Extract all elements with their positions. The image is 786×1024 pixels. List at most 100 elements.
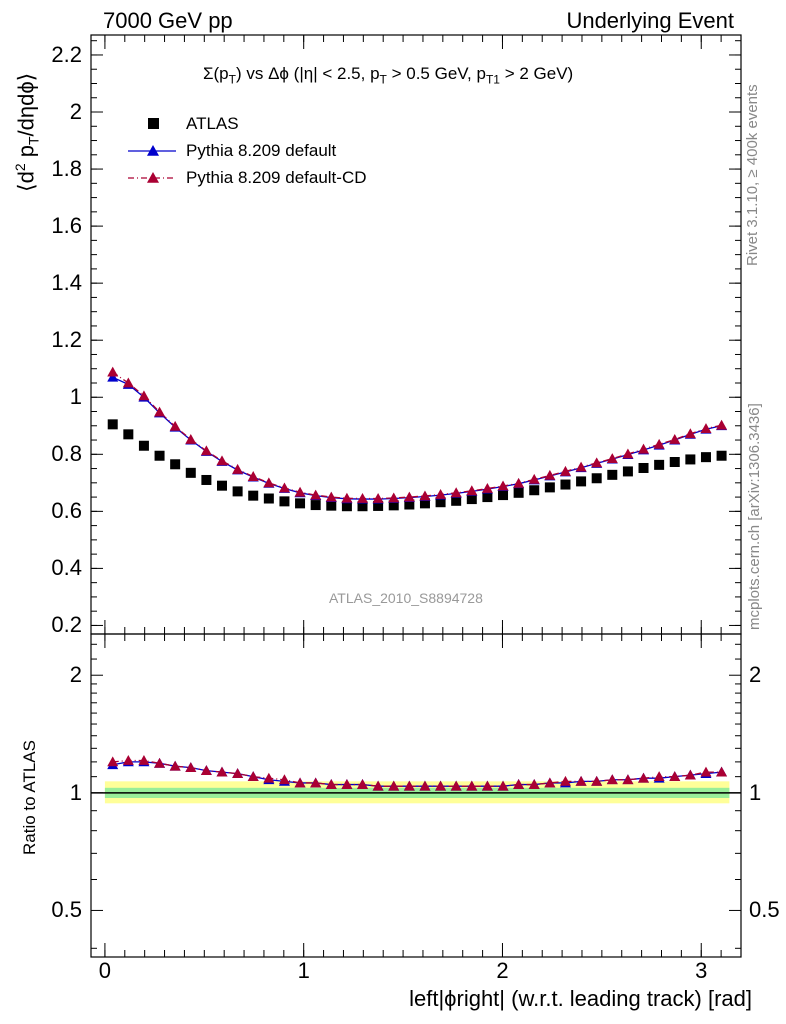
ratio-cd-point: [107, 756, 119, 767]
pythia-cd-point: [169, 420, 181, 431]
ratio-cd-point: [466, 780, 478, 791]
ratio-cd-point: [310, 777, 322, 788]
legend-cd-marker: [147, 172, 159, 183]
ratio-cd-point: [232, 768, 244, 778]
ratio-cd-point: [403, 780, 415, 791]
atlas-point: [607, 469, 618, 480]
legend-pythia-default-label: Pythia 8.209 default: [186, 141, 337, 160]
y-tick-label: 0.4: [51, 555, 82, 581]
pythia-cd-point: [544, 469, 556, 480]
atlas-point: [216, 480, 227, 491]
y-tick-label: 1: [69, 384, 82, 410]
pythia-cd-point: [263, 477, 275, 488]
pythia-cd-point: [435, 489, 447, 499]
ratio-cd-point: [216, 766, 228, 777]
atlas-point: [388, 500, 399, 511]
atlas-point: [232, 486, 243, 497]
ratio-cd-point: [544, 777, 556, 788]
x-tick-label: 3: [695, 958, 708, 983]
pythia-cd-point: [341, 492, 353, 503]
atlas-point: [685, 454, 696, 465]
pythia-cd-point: [122, 377, 134, 388]
atlas-point: [591, 473, 602, 484]
plot-title-text: Σ(pT) vs Δϕ (|η| < 2.5, pT > 0.5 GeV, pT…: [203, 64, 574, 87]
ratio-cd-point: [341, 779, 353, 789]
ratio-cd-point: [419, 780, 431, 791]
atlas-point: [576, 476, 587, 487]
ratio-cd-point: [278, 774, 290, 785]
pythia-cd-point: [310, 489, 322, 500]
y-tick-label: 0.8: [51, 441, 82, 467]
ratio-y-tick-label: 1: [69, 779, 82, 805]
pythia-cd-point: [372, 493, 384, 503]
atlas-point: [357, 501, 368, 512]
y-tick-label: 1.2: [51, 327, 82, 353]
ratio-y-tick-label-right: 2: [749, 662, 762, 688]
ratio-y-tick-label-right: 1: [749, 779, 762, 805]
pythia-cd-point: [107, 366, 119, 377]
atlas-point: [435, 497, 446, 508]
y-tick-label: 0.2: [51, 612, 82, 638]
pythia-cd-point: [419, 490, 431, 501]
pythia-cd-point: [684, 428, 696, 439]
pythia-cd-point: [591, 457, 603, 468]
atlas-point: [669, 457, 680, 468]
ratio-cd-point: [481, 780, 493, 791]
ratio-cd-point: [200, 765, 212, 775]
atlas-point: [638, 462, 649, 473]
pythia-cd-point: [185, 433, 197, 444]
atlas-point: [263, 493, 274, 504]
ratio-cd-point: [435, 780, 447, 791]
y-tick-label: 2: [69, 99, 82, 124]
ratio-cd-point: [606, 774, 618, 785]
ratio-cd-point: [513, 779, 525, 789]
atlas-point: [466, 494, 477, 505]
ratio-cd-point: [169, 760, 181, 771]
ratio-cd-point: [638, 772, 650, 783]
pythia-cd-point: [716, 419, 728, 430]
rivet-label: Rivet 3.1.10, ≥ 400k events: [744, 84, 761, 266]
pythia-cd-point: [216, 455, 228, 466]
ratio-cd-point: [185, 762, 197, 773]
atlas-point: [341, 501, 352, 512]
pythia-cd-point: [154, 406, 166, 417]
ratio-cd-point: [622, 774, 634, 785]
plot-title: Σ(pT) vs Δϕ (|η| < 2.5, pT > 0.5 GeV, pT…: [203, 64, 573, 86]
legend-default-marker: [147, 145, 159, 156]
atlas-point: [544, 482, 555, 493]
atlas-point: [310, 500, 321, 511]
ratio-cd-point: [559, 775, 571, 786]
x-axis-label: left|ϕright| (w.r.t. leading track) [rad…: [409, 986, 752, 1011]
atlas-point: [451, 495, 462, 506]
pythia-cd-point: [325, 491, 337, 502]
pythia-cd-point: [247, 471, 259, 481]
mcplots-label: mcplots.cern.ch [arXiv:1306.3436]: [746, 403, 763, 630]
atlas-point: [373, 500, 384, 511]
ratio-frame: [90, 633, 742, 958]
ratio-cd-point: [700, 766, 712, 777]
pythia-cd-point: [559, 465, 571, 476]
header-right: Underlying Event: [566, 8, 734, 33]
ratio-cd-point: [372, 780, 384, 791]
ratio-cd-point: [684, 769, 696, 780]
atlas-point: [560, 479, 571, 490]
ratio-y-tick-label: 0.5: [51, 897, 82, 923]
pythia-cd-point: [403, 491, 415, 502]
x-tick-label: 0: [98, 958, 112, 983]
pythia-cd-point: [622, 448, 634, 459]
y-tick-label: 1.8: [51, 156, 82, 182]
atlas-point: [279, 496, 290, 507]
ratio-y-tick-label-right: 0.5: [749, 897, 780, 923]
y-tick-label: 1.4: [51, 270, 82, 296]
ratio-cd-point: [575, 775, 587, 786]
ratio-cd-point: [653, 771, 665, 782]
ratio-cd-point: [247, 771, 259, 782]
y-tick-label: 1.6: [51, 213, 82, 239]
atlas-point: [498, 490, 509, 501]
pythia-cd-point: [138, 390, 150, 401]
ratio-cd-point: [497, 780, 509, 791]
pythia-cd-point: [575, 461, 587, 472]
atlas-point: [622, 466, 633, 477]
atlas-point: [295, 498, 306, 509]
